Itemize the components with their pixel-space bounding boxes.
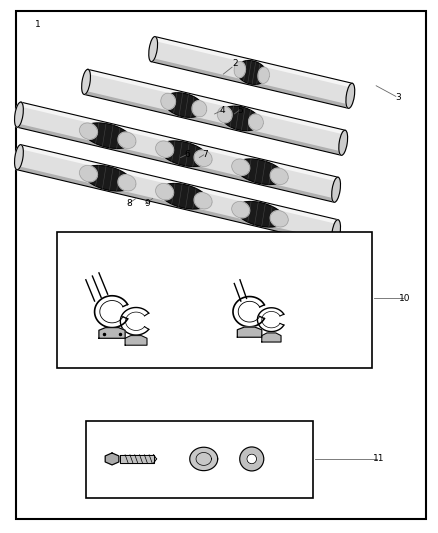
Polygon shape <box>161 93 176 109</box>
Polygon shape <box>87 69 345 135</box>
Polygon shape <box>159 141 208 166</box>
Polygon shape <box>20 144 338 224</box>
Polygon shape <box>194 192 212 209</box>
Polygon shape <box>17 166 335 245</box>
Ellipse shape <box>332 220 340 245</box>
Bar <box>57 232 372 368</box>
Text: 9: 9 <box>144 199 150 208</box>
Polygon shape <box>232 159 250 175</box>
Polygon shape <box>237 61 267 84</box>
Text: 1: 1 <box>35 20 41 29</box>
Polygon shape <box>232 201 250 218</box>
Polygon shape <box>235 159 285 184</box>
Polygon shape <box>155 37 352 87</box>
Polygon shape <box>17 102 338 202</box>
Polygon shape <box>159 183 208 209</box>
Text: 5: 5 <box>237 106 243 115</box>
Polygon shape <box>217 107 232 123</box>
Polygon shape <box>17 124 335 202</box>
Polygon shape <box>105 453 119 465</box>
Polygon shape <box>118 132 136 148</box>
Text: 4: 4 <box>220 106 225 115</box>
Polygon shape <box>20 102 338 182</box>
Ellipse shape <box>14 102 23 127</box>
Ellipse shape <box>240 447 264 471</box>
Polygon shape <box>194 150 212 166</box>
Text: 6: 6 <box>185 150 191 159</box>
Polygon shape <box>125 336 147 345</box>
Polygon shape <box>262 333 281 342</box>
Polygon shape <box>84 69 345 155</box>
Text: 10: 10 <box>399 294 410 303</box>
Polygon shape <box>83 166 132 191</box>
Text: 3: 3 <box>395 93 401 102</box>
Polygon shape <box>235 201 285 227</box>
Ellipse shape <box>339 130 348 155</box>
Polygon shape <box>249 114 263 130</box>
Polygon shape <box>84 91 342 155</box>
Polygon shape <box>258 67 269 83</box>
Ellipse shape <box>81 69 91 94</box>
Ellipse shape <box>332 177 340 203</box>
Bar <box>86 421 313 498</box>
Polygon shape <box>155 183 173 200</box>
Polygon shape <box>237 327 262 337</box>
Polygon shape <box>151 37 352 108</box>
Polygon shape <box>270 168 288 184</box>
Text: 2: 2 <box>233 59 238 68</box>
Polygon shape <box>17 144 338 245</box>
Text: 7: 7 <box>202 150 208 159</box>
Polygon shape <box>118 175 136 191</box>
Ellipse shape <box>346 83 355 108</box>
Polygon shape <box>120 455 153 463</box>
Polygon shape <box>190 447 218 471</box>
Polygon shape <box>80 166 97 182</box>
Polygon shape <box>155 141 173 157</box>
Ellipse shape <box>149 37 158 62</box>
Ellipse shape <box>247 454 257 464</box>
Polygon shape <box>234 62 245 78</box>
Polygon shape <box>270 211 288 227</box>
Polygon shape <box>164 93 204 117</box>
Polygon shape <box>151 58 349 108</box>
Polygon shape <box>220 106 260 131</box>
Text: 8: 8 <box>127 199 132 208</box>
Polygon shape <box>80 123 97 139</box>
Text: 11: 11 <box>373 455 384 463</box>
Polygon shape <box>83 123 132 148</box>
Polygon shape <box>99 328 125 338</box>
Polygon shape <box>192 101 207 117</box>
Ellipse shape <box>14 144 23 169</box>
